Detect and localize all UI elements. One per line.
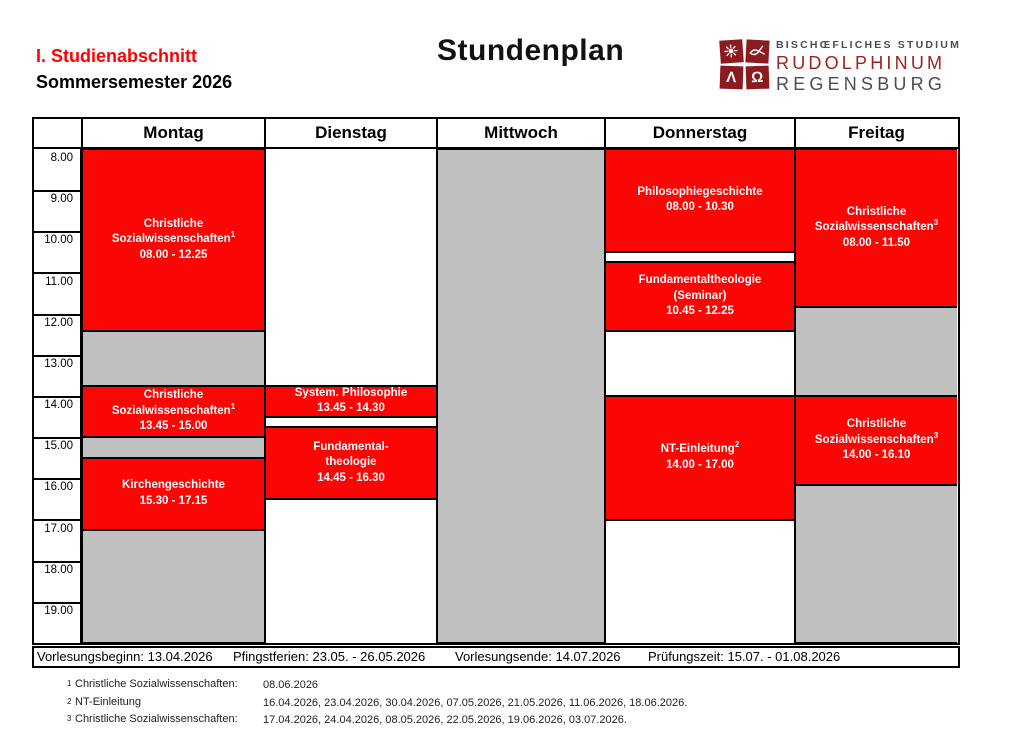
fish-icon bbox=[744, 39, 769, 64]
institution-logo: Λ Ω BISCHŒFLICHES STUDIUM RUDOLPHINUM RE… bbox=[719, 38, 961, 95]
logo-wordmark: BISCHŒFLICHES STUDIUM RUDOLPHINUM REGENS… bbox=[776, 38, 961, 95]
timetable-grid: Montag Dienstag Mittwoch Donnerstag Frei… bbox=[32, 117, 960, 645]
pruefungszeit-text: Prüfungszeit: 15.07. - 01.08.2026 bbox=[648, 649, 841, 664]
course-block-line: 13.45 - 14.30 bbox=[317, 402, 385, 415]
day-header-row: Montag Dienstag Mittwoch Donnerstag Frei… bbox=[34, 119, 958, 149]
day-header-dienstag: Dienstag bbox=[315, 123, 387, 142]
course-block: Christliche Sozialwissenschaften3 14.00 - … bbox=[796, 395, 957, 487]
course-block-line: Christliche bbox=[846, 418, 907, 431]
time-label: 14.00 bbox=[34, 396, 82, 440]
time-label: 11.00 bbox=[34, 272, 82, 316]
course-block: Kirchengeschichte 15.30 - 17.15 bbox=[83, 456, 264, 531]
course-block-line: Fundamentaltheologie bbox=[638, 274, 762, 287]
course-block: Fundamentaltheologie (Seminar) 10.45 - 12.… bbox=[606, 261, 794, 332]
footnote-1-dates: 08.06.2026 bbox=[263, 679, 319, 691]
footnote-3-label: Christliche Sozialwissenschaften: bbox=[75, 713, 238, 725]
course-block-line: 15.30 - 17.15 bbox=[139, 494, 208, 507]
course-block-line: 08.00 - 10.30 bbox=[666, 201, 734, 214]
time-label: 17.00 bbox=[34, 519, 82, 563]
vorlesungsende-text: Vorlesungsende: 14.07.2026 bbox=[455, 649, 621, 664]
blocked-time bbox=[83, 436, 264, 459]
grid-column-line bbox=[81, 119, 83, 643]
course-block-line: Sozialwissenschaften1 bbox=[111, 401, 236, 417]
course-block-line: 13.45 - 15.00 bbox=[139, 420, 208, 433]
grid-column-line bbox=[604, 119, 606, 643]
course-block-line: Christliche bbox=[143, 217, 204, 230]
blocked-time bbox=[796, 484, 957, 643]
time-label: 8.00 bbox=[34, 149, 82, 193]
semester-dates-bar: Vorlesungsbeginn: 13.04.2026 Pfingstferi… bbox=[32, 646, 960, 668]
vorlesungsbeginn-text: Vorlesungsbeginn: 13.04.2026 bbox=[37, 649, 213, 664]
logo-line-studium: BISCHŒFLICHES STUDIUM bbox=[776, 39, 962, 51]
course-block-line: 14.00 - 16.10 bbox=[842, 449, 911, 462]
blocked-time bbox=[796, 305, 957, 397]
course-block-line: System. Philosophie bbox=[294, 386, 408, 399]
day-header-mittwoch: Mittwoch bbox=[484, 123, 558, 142]
course-block-line: 08.00 - 12.25 bbox=[139, 248, 208, 261]
course-block-line: 08.00 - 11.50 bbox=[842, 236, 911, 249]
grid-column-line bbox=[436, 119, 438, 643]
course-block: NT-Einleitung2 14.00 - 17.00 bbox=[606, 395, 794, 521]
day-header-montag: Montag bbox=[143, 123, 204, 142]
page-title: Stundenplan bbox=[437, 34, 625, 67]
course-block-line: 10.45 - 12.25 bbox=[666, 305, 734, 318]
footnote-3-marker: 3 bbox=[67, 714, 72, 723]
section-title: I. Studienabschnitt bbox=[36, 46, 198, 66]
semester-title: Sommersemester 2026 bbox=[36, 72, 233, 92]
course-block: Christliche Sozialwissenschaften1 13.45 - … bbox=[83, 384, 264, 439]
day-header-donnerstag: Donnerstag bbox=[652, 123, 748, 142]
course-block-line: 14.45 - 16.30 bbox=[317, 471, 385, 484]
footnote-2-label: NT-Einleitung bbox=[75, 695, 142, 708]
pfingstferien-text: Pfingstferien: 23.05. - 26.05.2026 bbox=[233, 649, 426, 664]
footnote-1-label: Christliche Sozialwissenschaften: bbox=[75, 678, 238, 690]
course-block-line: theologie bbox=[325, 456, 377, 469]
time-label: 16.00 bbox=[34, 478, 82, 522]
course-block-line: Sozialwissenschaften3 bbox=[814, 218, 939, 234]
time-label: 9.00 bbox=[34, 190, 82, 234]
footnote-2-marker: 2 bbox=[67, 696, 72, 706]
omega-icon: Ω bbox=[745, 65, 769, 89]
blocked-time bbox=[83, 528, 264, 643]
course-block-line: Fundamental- bbox=[313, 440, 389, 453]
time-label: 10.00 bbox=[34, 231, 82, 275]
time-label: 19.00 bbox=[34, 601, 82, 643]
course-block-line: Sozialwissenschaften1 bbox=[111, 230, 236, 246]
blocked-time bbox=[438, 148, 604, 643]
course-block-line: (Seminar) bbox=[673, 289, 727, 302]
footnote-3-dates: 17.04.2026, 24.04.2026, 08.05.2026, 22.0… bbox=[263, 714, 627, 726]
course-block: Christliche Sozialwissenschaften1 08.00 - … bbox=[83, 148, 264, 332]
course-block-line: 14.00 - 17.00 bbox=[666, 458, 734, 471]
blocked-time bbox=[83, 329, 264, 387]
time-label: 12.00 bbox=[34, 313, 82, 357]
logo-cross-squares: Λ Ω bbox=[719, 39, 769, 89]
grid-column-line bbox=[794, 119, 796, 643]
course-block-line: NT-Einleitung2 bbox=[660, 440, 740, 456]
course-block-line: Christliche bbox=[846, 205, 907, 218]
course-block-line: Philosophiegeschichte bbox=[637, 185, 763, 198]
grid-column-line bbox=[264, 119, 266, 643]
time-label: 13.00 bbox=[34, 354, 82, 398]
time-label: 15.00 bbox=[34, 437, 82, 481]
course-block: Fundamental-theologie 14.45 - 16.30 bbox=[266, 425, 436, 500]
time-label: 18.00 bbox=[34, 560, 82, 604]
lambda-icon: Λ bbox=[719, 65, 743, 89]
course-block: Christliche Sozialwissenschaften3 08.00 - … bbox=[796, 148, 957, 308]
corner-cell bbox=[34, 119, 82, 147]
course-block-line: Sozialwissenschaften3 bbox=[814, 431, 939, 446]
footnote-2-dates: 16.04.2026, 23.04.2026, 30.04.2026, 07.0… bbox=[263, 696, 688, 709]
course-block: System. Philosophie 13.45 - 14.30 bbox=[266, 384, 436, 418]
logo-line-rudolphinum: RUDOLPHINUM bbox=[776, 53, 946, 73]
footnote-1-marker: 1 bbox=[67, 679, 72, 688]
course-block-line: Christliche bbox=[143, 389, 204, 402]
sun-icon bbox=[719, 39, 744, 64]
course-block-line: Kirchengeschichte bbox=[122, 479, 225, 492]
course-block: Philosophiegeschichte 08.00 - 10.30 bbox=[606, 148, 794, 253]
logo-line-regensburg: REGENSBURG bbox=[776, 74, 947, 94]
day-header-freitag: Freitag bbox=[848, 123, 905, 142]
